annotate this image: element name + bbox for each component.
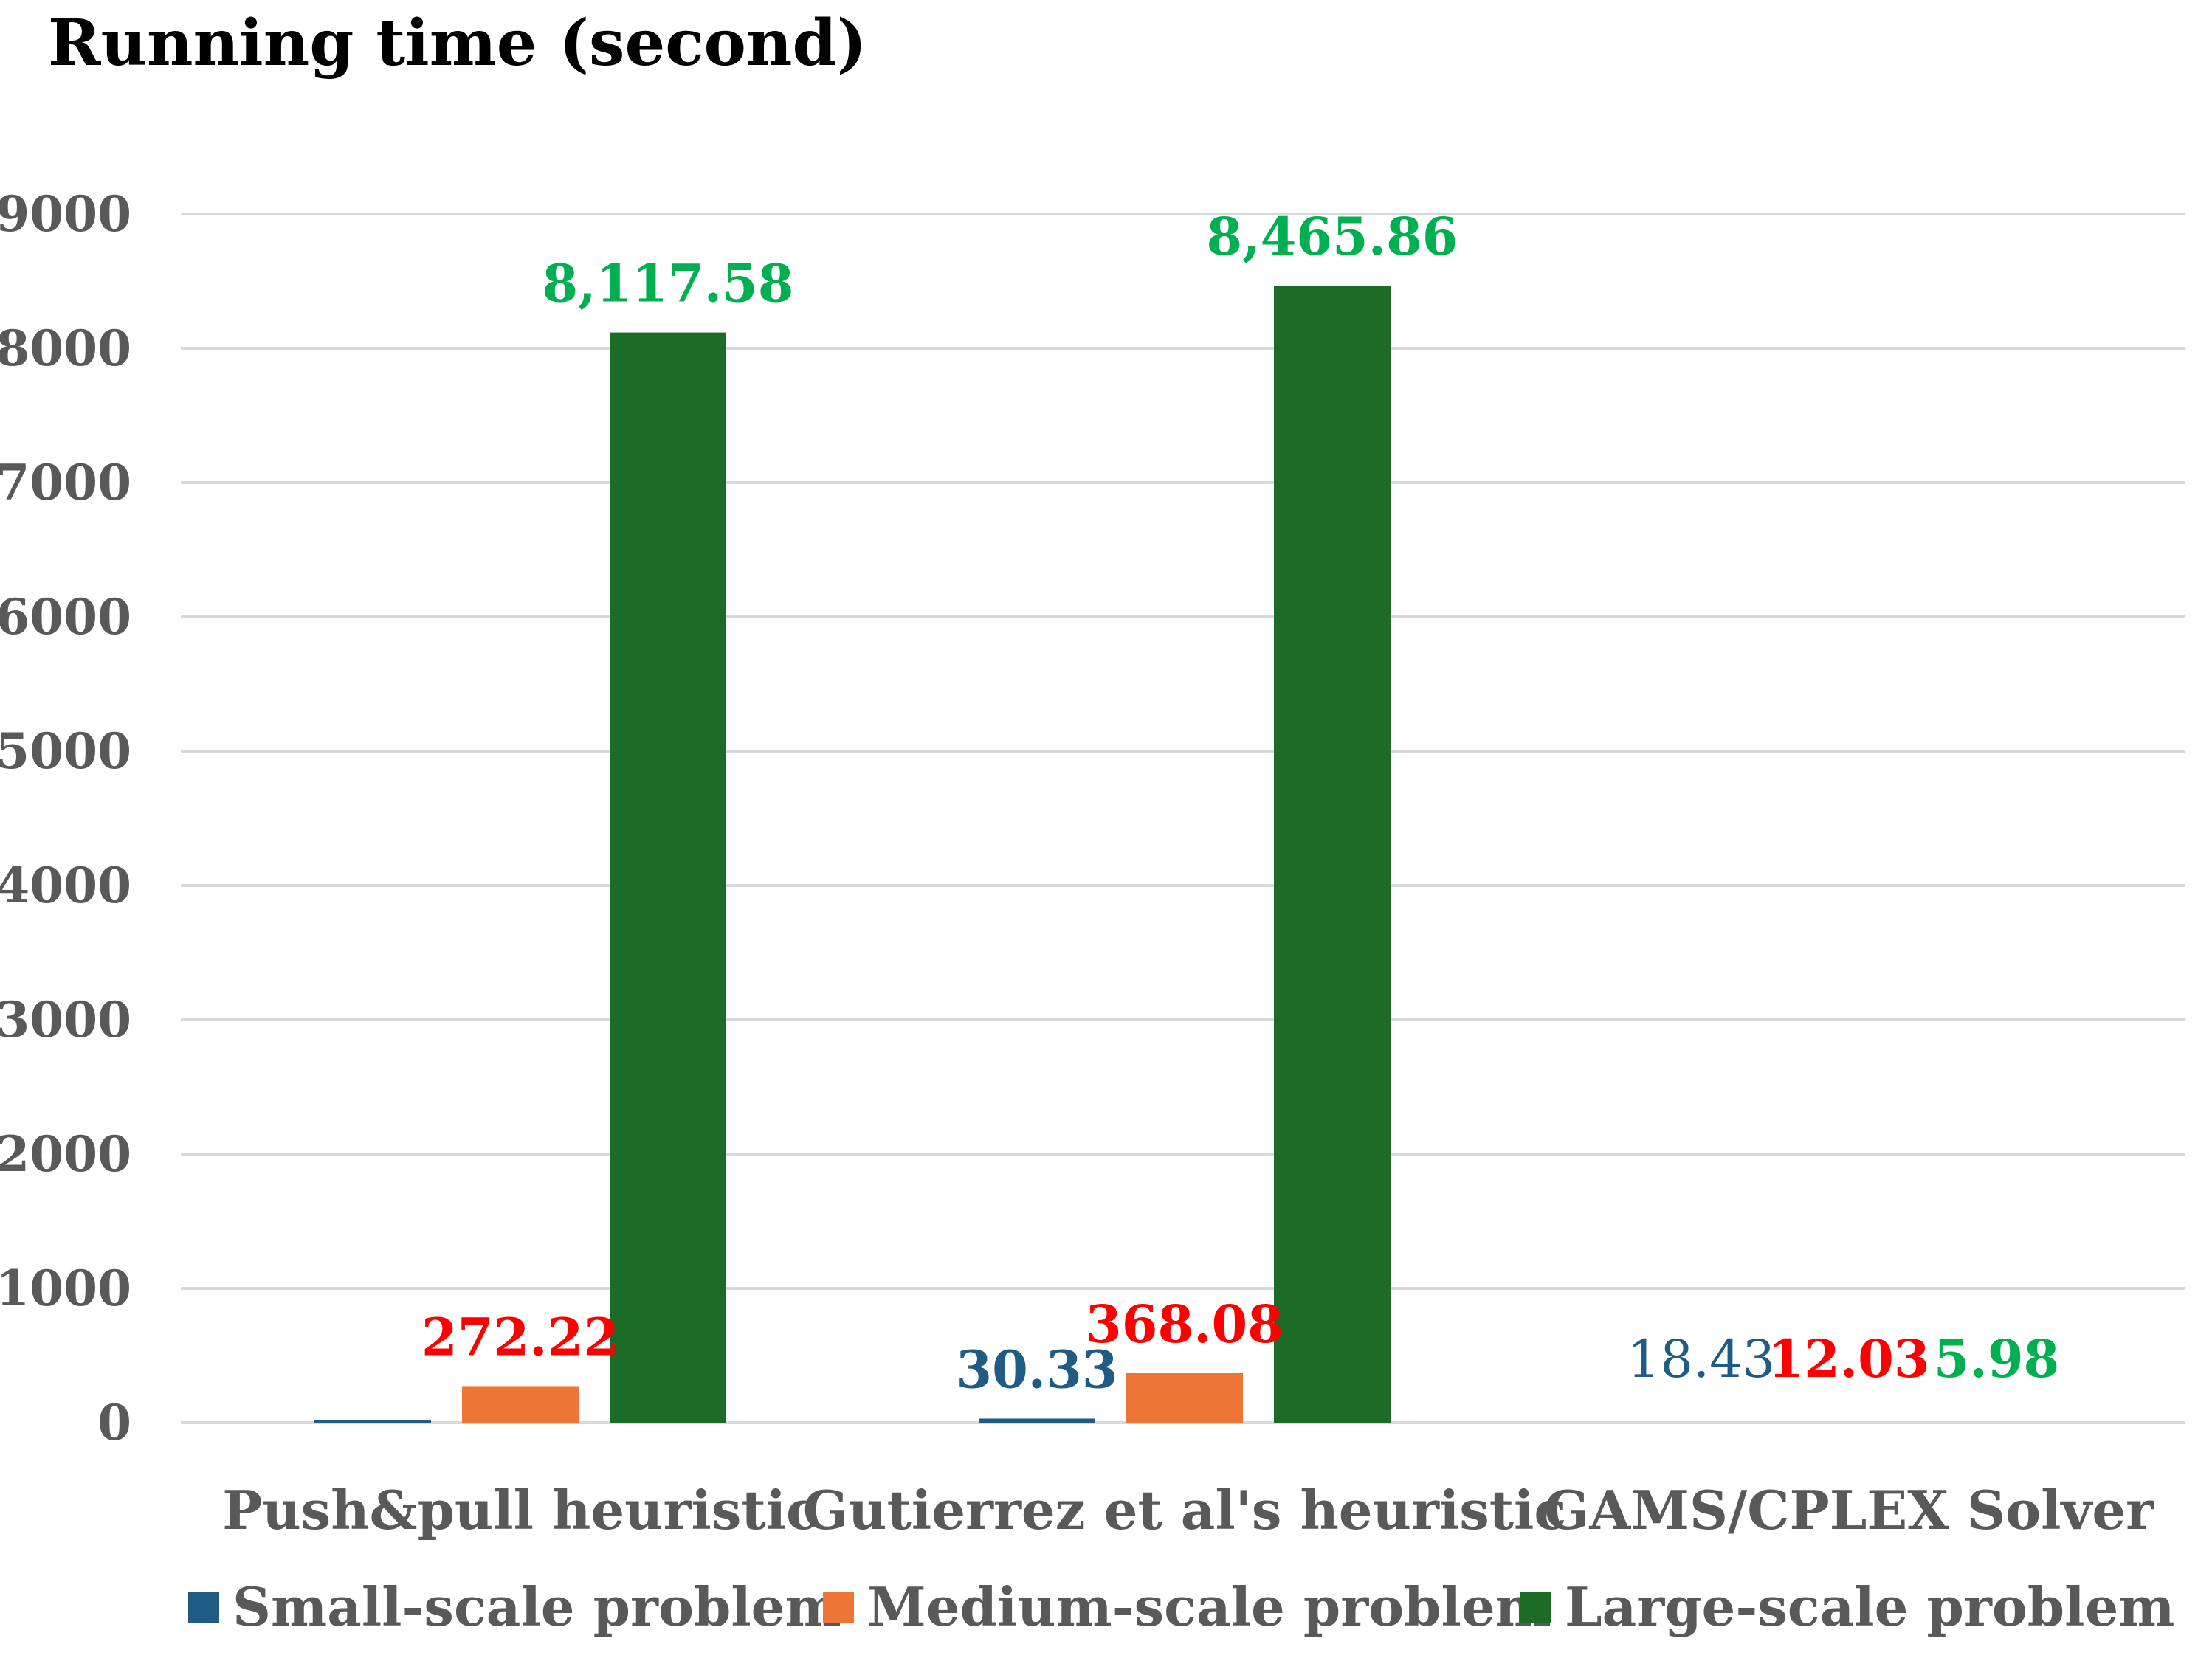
data-label: 272.22: [421, 1306, 619, 1367]
category-label: Gutierrez et al's heuristic: [803, 1479, 1566, 1541]
bar-large-scale-1: [1274, 286, 1391, 1423]
legend-label: Large-scale problem: [1565, 1575, 2175, 1638]
y-tick-label: 5000: [0, 722, 131, 780]
data-label: 12.03: [1768, 1328, 1929, 1389]
legend-swatch: [823, 1592, 854, 1623]
chart-title: Running time (second): [48, 6, 866, 80]
legend-swatch: [188, 1592, 219, 1623]
data-label: 30.33: [956, 1339, 1117, 1400]
y-tick-label: 0: [97, 1394, 131, 1451]
data-label: 368.08: [1086, 1294, 1284, 1355]
data-label: 8,465.86: [1207, 206, 1458, 267]
bar-medium-scale-0: [462, 1386, 579, 1423]
y-tick-label: 4000: [0, 857, 131, 914]
legend-label: Medium-scale problem: [867, 1575, 1551, 1638]
category-label: Push&pull heuristic: [222, 1479, 819, 1541]
y-tick-label: 3000: [0, 991, 131, 1049]
gridlines: [181, 213, 2185, 1424]
bar-small-scale-1: [979, 1418, 1095, 1423]
category-label: GAMS/CPLEX Solver: [1544, 1479, 2154, 1541]
y-tick-label: 7000: [0, 454, 131, 511]
bar-large-scale-0: [610, 332, 726, 1423]
y-tick-label: 8000: [0, 320, 131, 377]
legend: Small-scale problem Medium-scale problem L…: [188, 1575, 2175, 1638]
bar-medium-scale-1: [1126, 1373, 1243, 1423]
data-label: 8,117.58: [542, 253, 794, 314]
y-axis-ticks: 0 1000 2000 3000 4000 5000 6000 7000 8000 9000: [0, 185, 131, 1451]
bar-small-scale-0: [314, 1420, 431, 1423]
data-labels: 30.33 18.43 272.22 368.08 12.03 8,117.58 8,465…: [421, 206, 2059, 1400]
y-tick-label: 9000: [0, 185, 131, 243]
data-label: 5.98: [1934, 1328, 2060, 1389]
y-tick-label: 2000: [0, 1125, 131, 1183]
legend-swatch: [1520, 1592, 1551, 1623]
y-tick-label: 6000: [0, 588, 131, 646]
bars: [314, 286, 1391, 1423]
data-label: 18.43: [1627, 1329, 1775, 1389]
legend-label: Small-scale problem: [232, 1575, 841, 1638]
y-tick-label: 1000: [0, 1260, 131, 1317]
